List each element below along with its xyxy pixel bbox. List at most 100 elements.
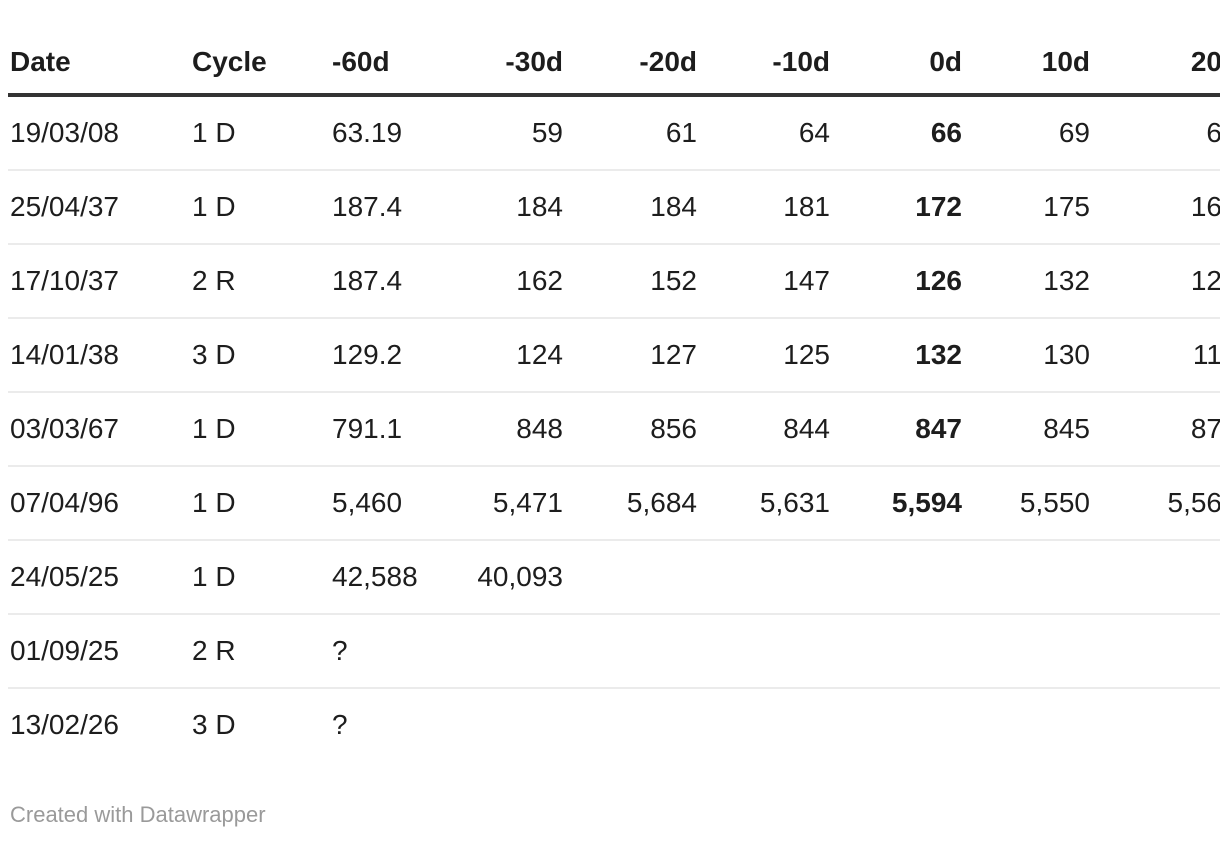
table-cell: 13/02/26 (10, 709, 119, 740)
table-cell: 16 (1090, 170, 1220, 245)
column-header: 20 (1090, 30, 1220, 97)
header-row: Date Cycle -60d -30d -20d -10d 0d 10d 20 (8, 30, 1220, 97)
table-cell: 127 (563, 318, 697, 393)
table-cell (1090, 688, 1220, 761)
table-cell: 42,588 (332, 540, 432, 615)
table-row: 01/09/25 2 R? (8, 614, 1220, 689)
table-cell: 848 (432, 392, 563, 467)
table-cell: 184 (563, 170, 697, 245)
table-body: 19/03/08 1 D 63.19 59 61 64 66 69 6 25/04/37 1 D 18… (8, 95, 1220, 761)
table-cell: 1 D (192, 170, 332, 245)
table-cell: 184 (432, 170, 563, 245)
column-header: 10d (962, 30, 1090, 97)
table-cell: 181 (697, 170, 830, 245)
table-cell: 845 (962, 392, 1090, 467)
table-cell (432, 688, 563, 761)
table-row: 14/01/38 3 D 129.2 124 127 125 132 130 11 (8, 318, 1220, 393)
table-cell: 5,56 (1090, 466, 1220, 541)
table-cell: 5,594 (830, 466, 962, 541)
table-cell: ? (332, 614, 432, 689)
table-cell: 66 (830, 95, 962, 171)
table-cell: 130 (962, 318, 1090, 393)
table-cell (830, 540, 962, 615)
table-cell: 5,631 (697, 466, 830, 541)
table-cell (962, 688, 1090, 761)
table-cell: 162 (432, 244, 563, 319)
table-cell: ? (332, 709, 348, 740)
table-cell: 07/04/96 (8, 466, 192, 541)
table-cell: 40,093 (432, 540, 563, 615)
data-table: Date Cycle -60d -30d -20d -10d 0d 10d 20 19/03/0… (8, 30, 1220, 761)
table-cell: 59 (432, 95, 563, 171)
table-row: 19/03/08 1 D 63.19 59 61 64 66 69 6 (8, 95, 1220, 171)
table-row: 07/04/96 1 D 5,460 5,471 5,684 5,631 5,594 5,55… (8, 466, 1220, 541)
column-header: Date (8, 30, 192, 97)
table-cell (563, 688, 697, 761)
table-row: 17/10/37 2 R 187.4 162 152 147 126 132 12 (8, 244, 1220, 319)
table-cell: 152 (563, 244, 697, 319)
table-cell: 1 D (192, 466, 332, 541)
table-cell: 11 (1090, 318, 1220, 393)
table-cell: 3 D (192, 318, 332, 393)
column-header: -60d (332, 30, 432, 97)
table-cell: 1 D (192, 95, 332, 171)
table-cell (432, 614, 563, 689)
table-cell (830, 688, 962, 761)
column-header: -20d (563, 30, 697, 97)
table-cell (1090, 540, 1220, 615)
table-cell: 12 (1090, 244, 1220, 319)
table-row: 13/02/26 3 D? (8, 688, 1220, 761)
table-cell: 69 (962, 95, 1090, 171)
table-cell: 1 D (192, 540, 332, 615)
table-cell (1090, 614, 1220, 689)
table-cell: 2 R (192, 244, 332, 319)
column-header: -10d (697, 30, 830, 97)
table-cell: 24/05/25 (8, 540, 192, 615)
column-header: 0d (830, 30, 962, 97)
table-cell: 6 (1090, 95, 1220, 171)
table-cell (697, 614, 830, 689)
table-cell: 19/03/08 (8, 95, 192, 171)
table-cell: 2 R (192, 614, 332, 689)
table-cell: 125 (697, 318, 830, 393)
table-cell: 25/04/37 (8, 170, 192, 245)
table-cell (563, 540, 697, 615)
table-cell: 187.4 (332, 244, 432, 319)
table-cell: 1 D (192, 392, 332, 467)
table-cell: 187.4 (332, 170, 432, 245)
table-cell: 03/03/67 (8, 392, 192, 467)
column-header: Cycle (192, 30, 332, 97)
table-cell: 172 (830, 170, 962, 245)
table-cell: 132 (962, 244, 1090, 319)
table-row: 25/04/37 1 D 187.4 184 184 181 172 175 16 (8, 170, 1220, 245)
table-row: 03/03/67 1 D 791.1 848 856 844 847 845 87 (8, 392, 1220, 467)
table-cell (830, 614, 962, 689)
table-cell: 01/09/25 (8, 614, 192, 689)
table-cell: 5,684 (563, 466, 697, 541)
table-cell: 64 (697, 95, 830, 171)
table-cell (563, 614, 697, 689)
table-cell: 3 D (192, 709, 236, 740)
table-cell: 5,471 (432, 466, 563, 541)
table-cell: 61 (563, 95, 697, 171)
table-row: 24/05/25 1 D 42,588 40,093 (8, 540, 1220, 615)
table-cell: 17/10/37 (8, 244, 192, 319)
table-cell: 791.1 (332, 392, 432, 467)
table-cell: 129.2 (332, 318, 432, 393)
table-cell: 14/01/38 (8, 318, 192, 393)
table-cell: 175 (962, 170, 1090, 245)
table-cell: 147 (697, 244, 830, 319)
table-cell (962, 614, 1090, 689)
table-cell: 126 (830, 244, 962, 319)
attribution: Created with Datawrapper (10, 802, 266, 827)
table-cell: 5,550 (962, 466, 1090, 541)
column-header: -30d (432, 30, 563, 97)
table-cell: 87 (1090, 392, 1220, 467)
table-cell: 124 (432, 318, 563, 393)
table-cell: 63.19 (332, 95, 432, 171)
table-cell: 132 (830, 318, 962, 393)
table-cell (697, 688, 830, 761)
table-cell (697, 540, 830, 615)
table-cell: 5,460 (332, 466, 432, 541)
